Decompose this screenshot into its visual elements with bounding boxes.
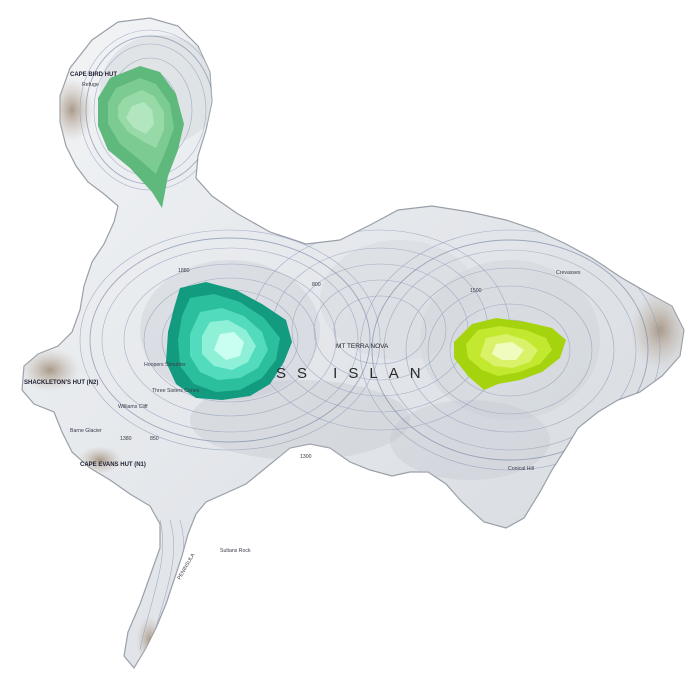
north-zone xyxy=(98,66,184,208)
place-sultans-rock: Sultans Rock xyxy=(220,548,251,554)
place-three-sisters-cones: Three Sisters Cones xyxy=(152,388,200,394)
central-west-zone xyxy=(166,282,292,400)
elevation-6: 1500 xyxy=(470,288,482,294)
elevation-3: 1300 xyxy=(300,454,312,460)
place-refuge: Refuge xyxy=(82,82,99,88)
place-cape-evans-hut: CAPE EVANS HUT (N1) xyxy=(80,462,146,468)
place-crevasses: Crevasses xyxy=(556,270,581,276)
elevation-5: 800 xyxy=(312,282,321,288)
place-williams-cliff: Williams Cliff xyxy=(118,404,148,410)
place-conical-hill: Conical Hill xyxy=(508,466,534,472)
elevation-4: 850 xyxy=(150,436,159,442)
elevation-2: 1380 xyxy=(120,436,132,442)
elevation-1: 1880 xyxy=(178,268,190,274)
east-zone xyxy=(454,318,566,390)
place-cape-bird-hut: CAPE BIRD HUT xyxy=(70,72,117,78)
island-label: SS ISLAN xyxy=(276,365,432,382)
place-hoopers-shoulder: Hoopers Shoulder xyxy=(144,362,186,368)
peak-label: MT TERRA NOVA xyxy=(336,343,389,350)
place-barne-glacier: Barne Glacier xyxy=(70,428,102,434)
place-shackletons-hut: SHACKLETON'S HUT (N2) xyxy=(24,380,98,386)
